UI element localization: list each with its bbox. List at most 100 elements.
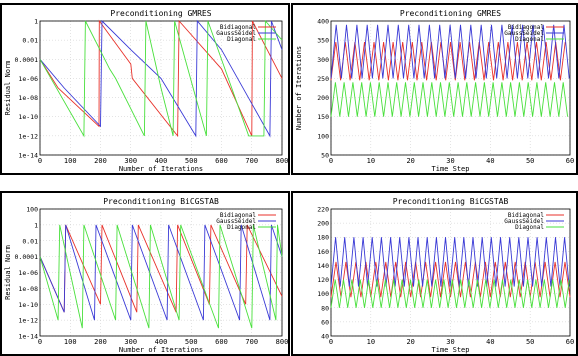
y-tick-label: 200 — [317, 94, 329, 102]
y-tick-label: 0.01 — [22, 37, 38, 45]
series-line-diagonal — [330, 82, 569, 117]
x-tick-label: 700 — [245, 338, 258, 346]
series-line-gaussseidel — [39, 224, 283, 321]
y-tick-label: 1e-14 — [18, 152, 38, 160]
x-tick-label: 600 — [215, 157, 228, 165]
y-axis-label: Residual Norm — [4, 61, 12, 116]
y-tick-label: 1e-06 — [18, 269, 38, 277]
y-tick-label: 250 — [317, 75, 329, 83]
chart-svg: Preconditioning GMRES 0 10 20 30 40 50 60 50 100 1… — [295, 9, 574, 173]
y-tick-label: 0.01 — [22, 237, 38, 245]
y-tick-label: 1e-10 — [18, 301, 38, 309]
chart-title: Preconditioning GMRES — [110, 9, 211, 18]
x-tick-label: 300 — [124, 338, 137, 346]
y-tick-label: 1e-12 — [18, 317, 38, 325]
x-tick-label: 30 — [446, 157, 454, 165]
y-tick-label: 400 — [317, 18, 329, 26]
legend-label: Bidiagonal — [220, 212, 257, 219]
legend-label: Diagonal — [227, 224, 256, 231]
y-tick-label: 350 — [317, 37, 329, 45]
y-tick-label: 1e-06 — [18, 75, 38, 83]
x-axis-label: Time Step — [432, 165, 470, 173]
chart-title: Preconditioning GMRES — [400, 9, 501, 18]
plot-frame — [39, 208, 283, 337]
y-tick-label: 220 — [317, 206, 329, 214]
y-tick-label: 140 — [317, 262, 329, 270]
y-tick-label: 180 — [317, 234, 329, 242]
y-tick-label: 80 — [321, 304, 329, 312]
legend-label: Bidiagonal — [220, 24, 257, 31]
x-tick-label: 10 — [367, 157, 375, 165]
x-tick-label: 60 — [566, 157, 574, 165]
y-tick-label: 1e-08 — [18, 94, 38, 102]
x-tick-label: 100 — [64, 157, 77, 165]
x-tick-label: 40 — [486, 338, 494, 346]
plot-frame — [330, 208, 571, 337]
x-tick-label: 60 — [566, 338, 574, 346]
series-line-bidiagonal — [39, 19, 283, 138]
y-tick-label: 100 — [317, 132, 329, 140]
x-tick-label: 40 — [486, 157, 494, 165]
x-tick-label: 10 — [367, 338, 375, 346]
x-tick-label: 600 — [215, 338, 228, 346]
legend-label: GaussSeidel — [504, 30, 544, 37]
legend-label: GaussSeidel — [504, 218, 544, 225]
x-tick-label: 400 — [155, 338, 168, 346]
legend-label: Diagonal — [515, 36, 544, 43]
y-tick-label: 120 — [317, 276, 329, 284]
x-tick-label: 0 — [38, 157, 42, 165]
x-axis-label: Number of Iterations — [119, 346, 203, 354]
y-tick-label: 1e-12 — [18, 132, 38, 140]
y-tick-label: 0.0001 — [15, 56, 39, 64]
chart-title: Preconditioning BiCGSTAB — [393, 197, 509, 206]
x-tick-label: 30 — [446, 338, 454, 346]
x-tick-label: 700 — [245, 157, 258, 165]
x-tick-label: 200 — [94, 338, 107, 346]
legend-label: Diagonal — [227, 36, 256, 43]
legend-label: Bidiagonal — [508, 212, 545, 219]
x-tick-label: 0 — [329, 338, 333, 346]
series-line-diagonal — [39, 224, 283, 329]
series-line-gaussseidel — [39, 19, 283, 138]
chart-svg: Preconditioning BiCGSTAB 0 10 20 30 40 50 60 40 6… — [317, 197, 574, 354]
x-tick-label: 100 — [64, 338, 77, 346]
y-axis-label: Number of Iterations — [295, 46, 303, 130]
x-tick-label: 20 — [406, 338, 414, 346]
x-tick-label: 0 — [38, 338, 42, 346]
legend-label: GaussSeidel — [216, 30, 256, 37]
x-tick-label: 200 — [94, 157, 107, 165]
y-tick-label: 100 — [26, 206, 38, 214]
y-tick-label: 300 — [317, 56, 329, 64]
x-tick-label: 0 — [329, 157, 333, 165]
series-line-bidiagonal — [330, 42, 566, 81]
y-axis-label: Residual Norm — [4, 245, 12, 300]
x-tick-label: 50 — [526, 338, 534, 346]
y-tick-label: 40 — [321, 333, 329, 341]
x-tick-label: 400 — [155, 157, 168, 165]
y-tick-label: 1 — [34, 18, 38, 26]
bicgstab-residual-chart: Preconditioning BiCGSTAB 0 100 200 300 400 500… — [0, 191, 290, 356]
series-line-gaussseidel — [330, 24, 570, 79]
x-tick-label: 500 — [185, 157, 198, 165]
y-tick-label: 200 — [317, 220, 329, 228]
legend-label: Diagonal — [515, 224, 544, 231]
x-axis-label: Time Step — [432, 346, 470, 354]
series-line-gaussseidel — [330, 237, 570, 287]
y-tick-label: 50 — [321, 152, 329, 160]
x-tick-label: 50 — [526, 157, 534, 165]
gmres-residual-chart: Preconditioning GMRES 0 100 200 300 400 500 600… — [0, 3, 290, 175]
legend-label: GaussSeidel — [216, 218, 256, 225]
gmres-iterations-chart: Preconditioning GMRES 0 10 20 30 40 50 60 50 100 1… — [291, 3, 578, 175]
series-line-diagonal — [330, 279, 570, 308]
y-tick-label: 1e-10 — [18, 113, 38, 121]
y-tick-label: 100 — [317, 290, 329, 298]
y-tick-label: 1 — [34, 221, 38, 229]
x-tick-label: 300 — [124, 157, 137, 165]
legend-label: Bidiagonal — [508, 24, 545, 31]
series-line-diagonal — [39, 19, 283, 138]
bicgstab-iterations-chart: Preconditioning BiCGSTAB 0 10 20 30 40 50 60 40 6… — [291, 191, 578, 356]
y-tick-label: 60 — [321, 318, 329, 326]
chart-svg: Preconditioning GMRES 0 100 200 300 400 500 600… — [4, 9, 288, 173]
chart-title: Preconditioning BiCGSTAB — [103, 197, 219, 206]
plot-frame — [330, 20, 571, 156]
